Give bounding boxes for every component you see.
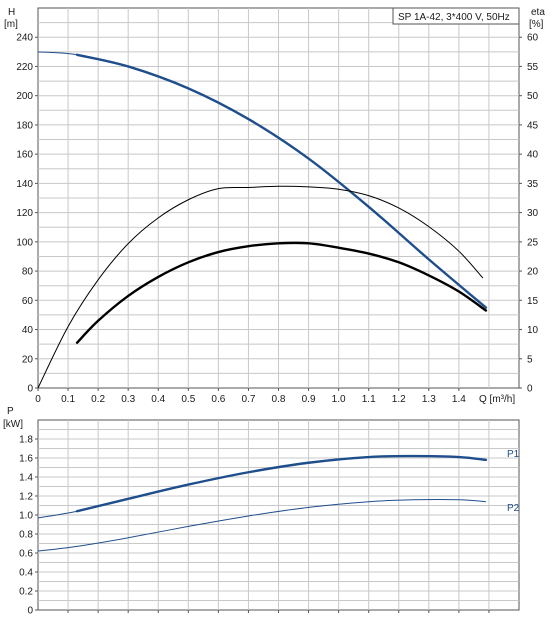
power-tick-label: 1.0 (19, 511, 33, 522)
x-tick-label: 0.2 (91, 394, 105, 405)
bottom-ticks: 0 0.2 0.4 0.6 0.8 1.0 1.2 1.4 1.6 1.8 (19, 435, 490, 617)
y-right-tick-label: 45 (527, 120, 539, 131)
y-left-tick-label: 20 (22, 354, 34, 365)
y-left-tick-label: 80 (22, 267, 34, 278)
x-tick-label: 0.7 (241, 394, 255, 405)
y-right-tick-label: 5 (527, 354, 533, 365)
y-left-tick-label: 200 (16, 91, 33, 102)
power-tick-label: 0.2 (19, 587, 33, 598)
x-tick-label: 1.0 (332, 394, 346, 405)
head-efficiency-panel: 0204060801001201401601802002202400510152… (4, 7, 545, 405)
chart-title-box (392, 7, 520, 25)
x-tick-label: 0.1 (61, 394, 75, 405)
y-left-tick-label: 100 (16, 237, 33, 248)
y-right-axis-unit: [%] (529, 19, 544, 30)
power-tick-label: 0.8 (19, 530, 33, 541)
y-right-tick-label: 55 (527, 62, 539, 73)
x-tick-label: 1.4 (452, 394, 466, 405)
y-left-axis-label: H (8, 7, 15, 18)
y-left-tick-label: 160 (16, 150, 33, 161)
top-ticks: 0204060801001201401601802002202400510152… (16, 33, 538, 405)
x-tick-label: 0 (35, 394, 41, 405)
top-series-2-operating-range (75, 241, 488, 344)
y-right-tick-label: 25 (527, 237, 539, 248)
legend-p1: P1 (507, 449, 520, 460)
y-right-tick-label: 20 (527, 267, 539, 278)
x-tick-label: 0.3 (121, 394, 135, 405)
y-left-tick-label: 220 (16, 62, 33, 73)
y-left-tick-label: 180 (16, 120, 33, 131)
power-tick-label: 1.8 (19, 435, 33, 446)
power-tick-label: 1.4 (19, 473, 33, 484)
power-tick-label: 0 (27, 606, 33, 617)
power-tick-label: 0.6 (19, 549, 33, 560)
x-tick-label: 1.3 (422, 394, 436, 405)
y-right-tick-label: 50 (527, 91, 539, 102)
x-tick-label: 1.2 (392, 394, 406, 405)
power-axis-label: P (7, 406, 14, 417)
y-right-tick-label: 40 (527, 150, 539, 161)
y-left-axis-unit: [m] (4, 19, 18, 30)
power-series-1-line (37, 499, 486, 552)
y-left-tick-label: 0 (27, 384, 33, 395)
y-left-tick-label: 240 (16, 33, 33, 44)
y-left-tick-label: 60 (22, 296, 34, 307)
power-series-0-operating-range (75, 454, 488, 513)
y-right-tick-label: 15 (527, 296, 539, 307)
x-tick-label: 0.5 (181, 394, 195, 405)
top-series-0-operating-range (75, 53, 488, 309)
y-left-tick-label: 40 (22, 325, 34, 336)
power-axis-unit: [kW] (3, 419, 23, 430)
x-tick-label: 1.1 (362, 394, 376, 405)
x-tick-label: 0.6 (211, 394, 225, 405)
y-right-tick-label: 30 (527, 208, 539, 219)
x-axis-label: Q [m³/h] (479, 394, 515, 405)
y-right-tick-label: 0 (527, 384, 533, 395)
power-tick-label: 1.2 (19, 492, 33, 503)
top-grid (38, 8, 519, 388)
bottom-series (37, 454, 488, 552)
chart-title: SP 1A-42, 3*400 V, 50Hz (398, 12, 510, 23)
power-panel: 0 0.2 0.4 0.6 0.8 1.0 1.2 1.4 1.6 1.8 P [kW] P1 P… (3, 406, 520, 617)
y-left-tick-label: 140 (16, 179, 33, 190)
top-series-1-line (37, 185, 484, 389)
top-series (37, 51, 488, 389)
y-right-tick-label: 10 (527, 325, 539, 336)
legend-p2: P2 (507, 503, 520, 514)
y-right-tick-label: 60 (527, 33, 539, 44)
power-tick-label: 1.6 (19, 454, 33, 465)
power-tick-label: 0.4 (19, 568, 33, 579)
y-left-tick-label: 120 (16, 208, 33, 219)
y-right-tick-label: 35 (527, 179, 539, 190)
x-tick-label: 0.4 (151, 394, 165, 405)
y-right-axis-label: eta (531, 7, 545, 18)
x-tick-label: 0.8 (272, 394, 286, 405)
x-tick-label: 0.9 (302, 394, 316, 405)
bottom-grid (38, 420, 519, 610)
